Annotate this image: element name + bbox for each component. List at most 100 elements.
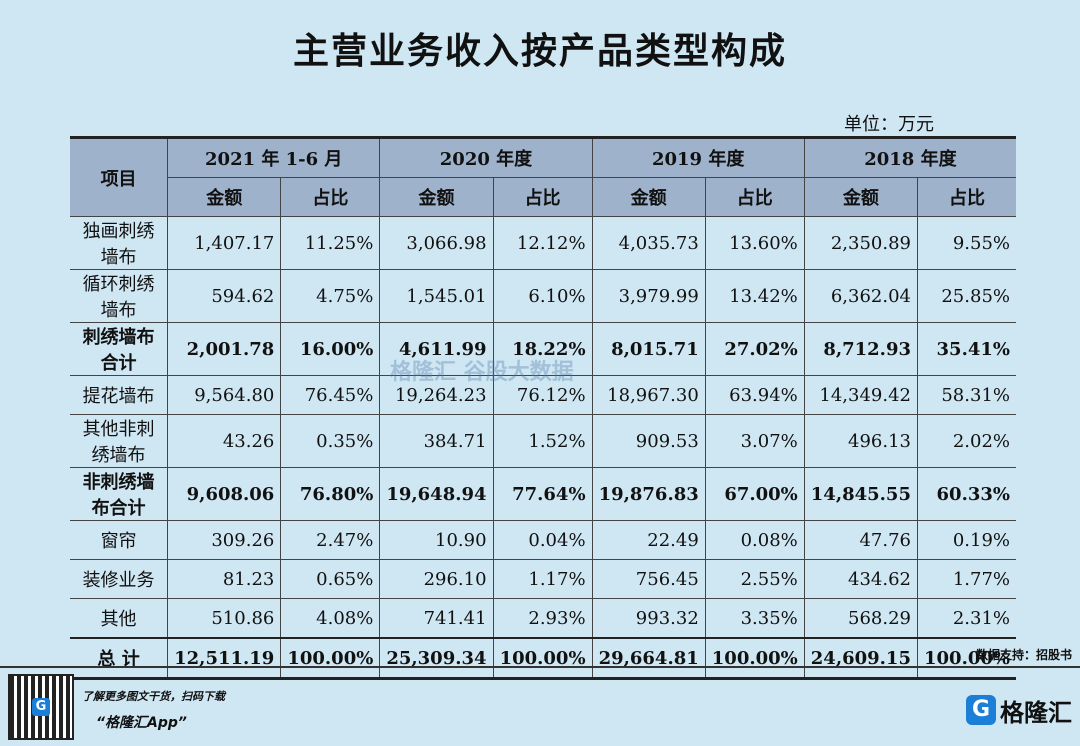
row-label: 循环刺绣墙布 — [70, 269, 169, 323]
ratio-cell: 16.00% — [280, 322, 381, 376]
table-row: 装修业务 81.23 0.65% 296.10 1.17% 756.45 2.55% 434.… — [70, 559, 1016, 599]
table-row: 其他非刺绣墙布 43.26 0.35% 384.71 1.52% 909.53 3.07% 4… — [70, 414, 1016, 468]
ratio-cell: 2.93% — [492, 598, 593, 639]
row-label: 其他非刺绣墙布 — [70, 414, 169, 468]
amount-cell: 8,712.93 — [803, 322, 919, 376]
ratio-cell: 76.80% — [280, 467, 381, 521]
table-row: 其他 510.86 4.08% 741.41 2.93% 993.32 3.35% 568.2… — [70, 598, 1016, 639]
ratio-cell: 60.33% — [917, 467, 1016, 521]
amount-cell: 384.71 — [379, 414, 494, 468]
page-title: 主营业务收入按产品类型构成 — [292, 31, 787, 72]
table-body: 独画刺绣墙布 1,407.17 11.25% 3,066.98 12.12% 4,035.… — [70, 216, 1016, 679]
header-period: 2019 年度 — [591, 137, 805, 178]
ratio-cell: 3.35% — [704, 598, 805, 639]
ratio-cell: 9.55% — [917, 216, 1016, 270]
header-ratio: 占比 — [704, 177, 805, 217]
table-row: 非刺绣墙布合计 9,608.06 76.80% 19,648.94 77.64% 19,8… — [70, 467, 1016, 521]
logo-mark-icon: G — [966, 695, 996, 725]
ratio-cell: 76.12% — [492, 375, 593, 415]
ratio-cell: 1.52% — [492, 414, 593, 468]
amount-cell: 18,967.30 — [591, 375, 706, 415]
amount-cell: 6,362.04 — [803, 269, 919, 323]
ratio-cell: 100.00% — [704, 637, 805, 679]
brand-logo: G 格隆汇 — [966, 690, 1072, 730]
amount-cell: 496.13 — [803, 414, 919, 468]
amount-cell: 19,648.94 — [379, 467, 494, 521]
header-amount: 金额 — [803, 177, 919, 217]
ratio-cell: 100.00% — [492, 637, 593, 679]
amount-cell: 993.32 — [591, 598, 706, 639]
ratio-cell: 67.00% — [704, 467, 805, 521]
amount-cell: 4,611.99 — [379, 322, 494, 376]
amount-cell: 4,035.73 — [591, 216, 706, 270]
ratio-cell: 4.75% — [280, 269, 381, 323]
ratio-cell: 4.08% — [280, 598, 381, 639]
ratio-cell: 27.02% — [704, 322, 805, 376]
ratio-cell: 0.04% — [492, 520, 593, 560]
header-period: 2020 年度 — [379, 137, 593, 178]
ratio-cell: 0.35% — [280, 414, 381, 468]
row-label: 刺绣墙布合计 — [70, 322, 169, 376]
amount-cell: 909.53 — [591, 414, 706, 468]
amount-cell: 43.26 — [167, 414, 282, 468]
table-row: 独画刺绣墙布 1,407.17 11.25% 3,066.98 12.12% 4,035.… — [70, 216, 1016, 270]
amount-cell: 25,309.34 — [379, 637, 494, 679]
amount-cell: 19,264.23 — [379, 375, 494, 415]
header-row-metrics: 金额 占比 金额 占比 金额 占比 金额 占比 — [70, 177, 1016, 217]
table-row: 总 计 12,511.19 100.00% 25,309.34 100.00% 29,66… — [70, 637, 1016, 679]
header-row-periods: 项目 2021 年 1-6 月 2020 年度 2019 年度 2018 年度 — [70, 137, 1016, 217]
header-ratio: 占比 — [492, 177, 593, 217]
ratio-cell: 25.85% — [917, 269, 1016, 323]
ratio-cell: 13.60% — [704, 216, 805, 270]
amount-cell: 12,511.19 — [167, 637, 282, 679]
amount-cell: 81.23 — [167, 559, 282, 599]
amount-cell: 10.90 — [379, 520, 494, 560]
amount-cell: 29,664.81 — [591, 637, 706, 679]
amount-cell: 9,564.80 — [167, 375, 282, 415]
ratio-cell: 0.19% — [917, 520, 1016, 560]
ratio-cell: 2.55% — [704, 559, 805, 599]
ratio-cell: 1.17% — [492, 559, 593, 599]
ratio-cell: 2.02% — [917, 414, 1016, 468]
amount-cell: 2,350.89 — [803, 216, 919, 270]
amount-cell: 9,608.06 — [167, 467, 282, 521]
row-label: 非刺绣墙布合计 — [70, 467, 169, 521]
ratio-cell: 100.00% — [917, 637, 1016, 679]
unit-label: 单位：万元 — [844, 114, 934, 135]
app-name: “格隆汇App” — [96, 715, 187, 731]
ratio-cell: 100.00% — [280, 637, 381, 679]
amount-cell: 1,545.01 — [379, 269, 494, 323]
amount-cell: 296.10 — [379, 559, 494, 599]
ratio-cell: 77.64% — [492, 467, 593, 521]
qr-code-icon[interactable]: G — [8, 674, 74, 740]
ratio-cell: 11.25% — [280, 216, 381, 270]
row-label: 装修业务 — [70, 559, 169, 599]
row-label: 独画刺绣墙布 — [70, 216, 169, 270]
amount-cell: 594.62 — [167, 269, 282, 323]
revenue-table: 项目 2021 年 1-6 月 2020 年度 2019 年度 2018 年度 … — [70, 136, 1016, 680]
amount-cell: 309.26 — [167, 520, 282, 560]
table-row: 循环刺绣墙布 594.62 4.75% 1,545.01 6.10% 3,979.99 13… — [70, 269, 1016, 323]
row-label: 其他 — [70, 598, 169, 639]
ratio-cell: 2.47% — [280, 520, 381, 560]
ratio-cell: 12.12% — [492, 216, 593, 270]
ratio-cell: 35.41% — [917, 322, 1016, 376]
ratio-cell: 2.31% — [917, 598, 1016, 639]
amount-cell: 510.86 — [167, 598, 282, 639]
ratio-cell: 58.31% — [917, 375, 1016, 415]
amount-cell: 3,066.98 — [379, 216, 494, 270]
ratio-cell: 0.08% — [704, 520, 805, 560]
amount-cell: 568.29 — [803, 598, 919, 639]
qr-logo-icon: G — [32, 698, 50, 716]
logo-name: 格隆汇 — [1000, 698, 1072, 727]
amount-cell: 47.76 — [803, 520, 919, 560]
header-amount: 金额 — [167, 177, 282, 217]
footer-divider — [0, 666, 1080, 668]
ratio-cell: 13.42% — [704, 269, 805, 323]
header-ratio: 占比 — [280, 177, 381, 217]
amount-cell: 434.62 — [803, 559, 919, 599]
amount-cell: 14,845.55 — [803, 467, 919, 521]
header-ratio: 占比 — [917, 177, 1016, 217]
row-label: 提花墙布 — [70, 375, 169, 415]
amount-cell: 8,015.71 — [591, 322, 706, 376]
